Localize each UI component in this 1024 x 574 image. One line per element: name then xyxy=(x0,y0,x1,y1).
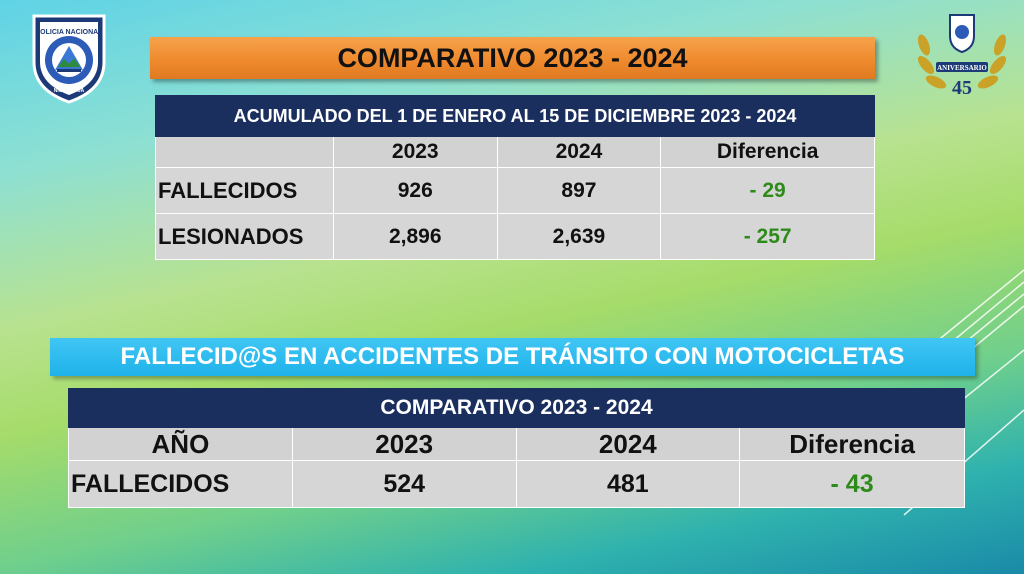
row-label-fallecidos: FALLECIDOS xyxy=(68,460,293,508)
table-row: LESIONADOS 2,896 2,639 - 257 xyxy=(155,213,875,260)
row-label-lesionados: LESIONADOS xyxy=(155,213,334,260)
column-header-2023: 2023 xyxy=(332,136,498,168)
cell-2024: 897 xyxy=(496,167,662,214)
column-header-2024: 2024 xyxy=(496,136,662,168)
column-header-2024: 2024 xyxy=(515,427,741,461)
cell-diferencia: - 257 xyxy=(660,213,875,260)
cell-diferencia: - 43 xyxy=(739,460,965,508)
row-label-fallecidos: FALLECIDOS xyxy=(155,167,334,214)
motorcycle-table-header: COMPARATIVO 2023 - 2024 xyxy=(68,388,965,428)
motorcycle-banner-title: FALLECID@S EN ACCIDENTES DE TRÁNSITO CON… xyxy=(50,338,975,376)
left-emblem-text-top: POLICIA NACIONAL xyxy=(35,29,103,36)
motorcycle-table: COMPARATIVO 2023 - 2024 AÑO 2023 2024 Di… xyxy=(68,388,965,508)
cell-2023: 2,896 xyxy=(332,213,498,260)
column-header-ano: AÑO xyxy=(68,427,293,461)
accumulated-table-header: ACUMULADO DEL 1 DE ENERO AL 15 DE DICIEM… xyxy=(155,95,875,137)
column-header-empty xyxy=(155,136,334,168)
accumulated-table-column-row: 2023 2024 Diferencia xyxy=(155,136,875,168)
cell-2024: 2,639 xyxy=(496,213,662,260)
motorcycle-table-column-row: AÑO 2023 2024 Diferencia xyxy=(68,427,965,461)
anniversary-laurel-icon: ANIVERSARIO 45 xyxy=(917,14,1007,99)
column-header-2023: 2023 xyxy=(291,427,517,461)
police-shield-icon: POLICIA NACIONAL NICARAGUA xyxy=(32,14,106,104)
right-emblem-number: 45 xyxy=(952,77,972,99)
accumulated-table-header-row: ACUMULADO DEL 1 DE ENERO AL 15 DE DICIEM… xyxy=(155,95,875,137)
motorcycle-table-header-row: COMPARATIVO 2023 - 2024 xyxy=(68,388,965,428)
column-header-diferencia: Diferencia xyxy=(739,427,965,461)
cell-2024: 481 xyxy=(515,460,741,508)
table-row: FALLECIDOS 524 481 - 43 xyxy=(68,460,965,508)
table-row: FALLECIDOS 926 897 - 29 xyxy=(155,167,875,214)
right-emblem-text: ANIVERSARIO xyxy=(937,64,987,72)
left-emblem-text-bottom: NICARAGUA xyxy=(54,88,85,94)
top-banner-title: COMPARATIVO 2023 - 2024 xyxy=(150,37,875,79)
cell-2023: 524 xyxy=(291,460,517,508)
cell-diferencia: - 29 xyxy=(660,167,875,214)
column-header-diferencia: Diferencia xyxy=(660,136,875,168)
cell-2023: 926 xyxy=(332,167,498,214)
accumulated-table: ACUMULADO DEL 1 DE ENERO AL 15 DE DICIEM… xyxy=(155,95,875,260)
